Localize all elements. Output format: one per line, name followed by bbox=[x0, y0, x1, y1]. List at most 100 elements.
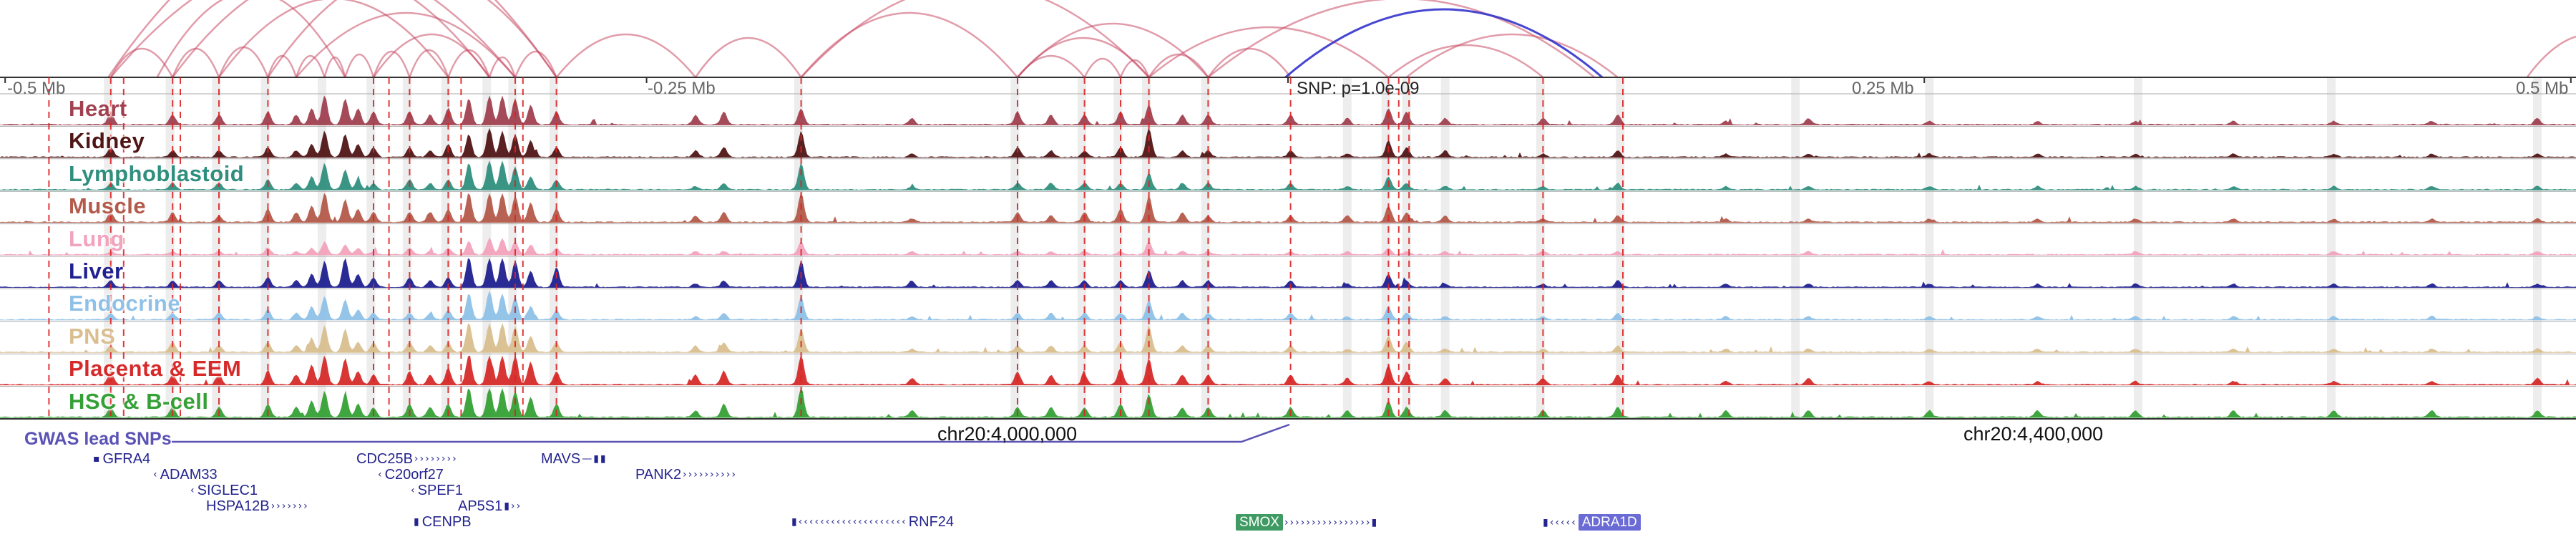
gene-name-label: CDC25B bbox=[356, 451, 413, 467]
signal-track-heart[interactable] bbox=[0, 95, 2576, 125]
interaction-arc-red bbox=[1207, 0, 1596, 78]
interaction-arc-red bbox=[1387, 44, 1544, 78]
interaction-arc-red bbox=[267, 54, 298, 78]
gene-name-label: PANK2 bbox=[635, 467, 682, 483]
interaction-arc-red bbox=[344, 54, 375, 78]
interaction-arc-red bbox=[218, 46, 269, 78]
interaction-arc-red bbox=[323, 56, 346, 78]
track-label-lymphoblastoid[interactable]: Lymphoblastoid bbox=[69, 161, 245, 186]
snp-pvalue-label: SNP: p=1.0e-09 bbox=[1297, 79, 1420, 98]
ruler-label-3: 0.25 Mb bbox=[1852, 79, 1914, 98]
track-label-placenta-eem[interactable]: Placenta & EEM bbox=[69, 356, 242, 381]
interaction-arc-red bbox=[372, 33, 491, 78]
ruler-label-1: -0.25 Mb bbox=[648, 79, 716, 98]
gene-name-label: AP5S1 bbox=[458, 498, 503, 514]
track-label-heart[interactable]: Heart bbox=[69, 96, 127, 121]
gene-spef1[interactable]: ‹ SPEF1 bbox=[411, 483, 463, 498]
interaction-arc-red bbox=[109, 0, 516, 78]
track-label-muscle[interactable]: Muscle bbox=[69, 193, 147, 218]
signal-track-pns[interactable] bbox=[0, 323, 2576, 353]
gene-name-label: CENPB bbox=[421, 514, 472, 530]
coordinate-label-center: chr20:4,000,000 bbox=[937, 423, 1078, 445]
interaction-arc-red bbox=[409, 49, 449, 78]
highlight-band bbox=[1342, 77, 1352, 419]
gene-adra1d[interactable]: ▮‹‹‹‹‹ ADRA1D bbox=[1543, 514, 1641, 531]
gene-hspa12b[interactable]: HSPA12B ››››››› bbox=[206, 498, 309, 514]
gene-mavs[interactable]: MAVS —▮▮ bbox=[541, 451, 608, 467]
signal-track-kidney[interactable] bbox=[0, 127, 2576, 158]
gene-c20orf27[interactable]: ‹ C20orf27 bbox=[378, 467, 444, 483]
gene-strand-glyphs: —▮▮ bbox=[582, 453, 608, 465]
signal-track-muscle[interactable] bbox=[0, 193, 2576, 223]
interaction-arc-red bbox=[555, 33, 696, 78]
interaction-arc-red bbox=[109, 47, 174, 78]
gene-name-label: RNF24 bbox=[908, 514, 955, 530]
gene-smox[interactable]: SMOX ››››››››››››››››▮ bbox=[1236, 514, 1378, 531]
interaction-arc-red bbox=[514, 50, 557, 78]
ruler-label-4: 0.5 Mb bbox=[2516, 79, 2569, 98]
highlight-band bbox=[2533, 77, 2542, 419]
track-label-endocrine[interactable]: Endocrine bbox=[69, 291, 181, 316]
interaction-arc-red bbox=[1148, 26, 1390, 78]
gene-gfra4[interactable]: ▪ GFRA4 bbox=[93, 451, 150, 467]
gene-pank2[interactable]: PANK2 ›››››››››› bbox=[635, 467, 737, 483]
gene-strand-glyphs: ▮ bbox=[414, 516, 421, 528]
gene-siglec1[interactable]: ‹ SIGLEC1 bbox=[190, 483, 258, 498]
gwas-connector-line bbox=[172, 423, 1290, 443]
gene-strand-glyphs: ‹ bbox=[153, 469, 159, 480]
track-label-liver[interactable]: Liver bbox=[69, 258, 124, 284]
interaction-arc-red bbox=[172, 0, 491, 78]
gene-name-label: GFRA4 bbox=[102, 451, 151, 467]
gene-strand-glyphs: ‹ bbox=[378, 469, 384, 480]
interaction-arc-red bbox=[218, 0, 449, 78]
interaction-arc-red bbox=[267, 0, 557, 78]
interaction-arc-red bbox=[372, 51, 411, 78]
gwas-lead-snps-label: GWAS lead SNPs bbox=[24, 429, 172, 449]
highlight-band bbox=[1925, 77, 1934, 419]
gene-name-label: SIGLEC1 bbox=[197, 483, 258, 498]
gene-rnf24[interactable]: ▮‹‹‹‹‹‹‹‹‹‹‹‹‹‹‹‹‹‹‹‹ RNF24 bbox=[791, 514, 954, 530]
interaction-arc-red bbox=[1148, 53, 1209, 78]
highlight-band bbox=[2327, 77, 2336, 419]
gene-name-label: C20orf27 bbox=[384, 467, 444, 483]
gene-strand-glyphs: ‹ bbox=[190, 485, 196, 496]
gene-ap5s1[interactable]: AP5S1 ▮›› bbox=[458, 498, 522, 514]
signal-track-lung[interactable] bbox=[0, 237, 2576, 256]
interaction-arc-red bbox=[800, 11, 1018, 78]
track-label-lung[interactable]: Lung bbox=[69, 226, 125, 251]
gene-strand-glyphs: ▮›› bbox=[504, 500, 522, 512]
interaction-arc-red bbox=[172, 47, 220, 78]
interaction-arc-red bbox=[488, 56, 517, 78]
gene-strand-glyphs: ▮‹‹‹‹‹ bbox=[1543, 516, 1577, 528]
gene-cdc25b[interactable]: CDC25B ›››››››› bbox=[356, 451, 458, 467]
track-label-pns[interactable]: PNS bbox=[69, 324, 116, 349]
interaction-arc-red bbox=[1083, 57, 1122, 78]
highlight-band bbox=[1440, 77, 1450, 419]
ruler-label-0: -0.5 Mb bbox=[7, 79, 66, 98]
interaction-arc-red bbox=[1405, 33, 1619, 78]
gene-cenpb[interactable]: ▮ CENPB bbox=[414, 514, 472, 530]
interaction-arc-red bbox=[800, 0, 1150, 78]
gene-strand-glyphs: ›››››››››› bbox=[683, 469, 738, 480]
gene-name-label: MAVS bbox=[541, 451, 581, 467]
signal-track-hsc-b-cell[interactable] bbox=[0, 388, 2576, 418]
track-label-kidney[interactable]: Kidney bbox=[69, 128, 145, 153]
interaction-arc-red bbox=[295, 54, 326, 78]
track-label-hsc-b-cell[interactable]: HSC & B-cell bbox=[69, 389, 209, 414]
signal-track-lymphoblastoid[interactable] bbox=[0, 160, 2576, 190]
gene-name-label: SPEF1 bbox=[417, 483, 463, 498]
highlight-band bbox=[2134, 77, 2142, 419]
highlight-band bbox=[1791, 77, 1800, 419]
signal-track-liver[interactable] bbox=[0, 258, 2576, 288]
signal-track-endocrine[interactable] bbox=[0, 290, 2576, 321]
interaction-arc-red bbox=[694, 37, 802, 78]
interaction-arc-red bbox=[2526, 35, 2576, 78]
gene-adam33[interactable]: ‹ ADAM33 bbox=[153, 467, 218, 483]
gene-strand-glyphs: ››››››››››››››››▮ bbox=[1284, 516, 1379, 528]
coordinate-label-right: chr20:4,400,000 bbox=[1963, 423, 2104, 445]
gene-name-label: HSPA12B bbox=[206, 498, 270, 514]
gene-strand-glyphs: ▮‹‹‹‹‹‹‹‹‹‹‹‹‹‹‹‹‹‹‹‹ bbox=[791, 516, 907, 528]
signal-track-placenta-eem[interactable] bbox=[0, 355, 2576, 386]
